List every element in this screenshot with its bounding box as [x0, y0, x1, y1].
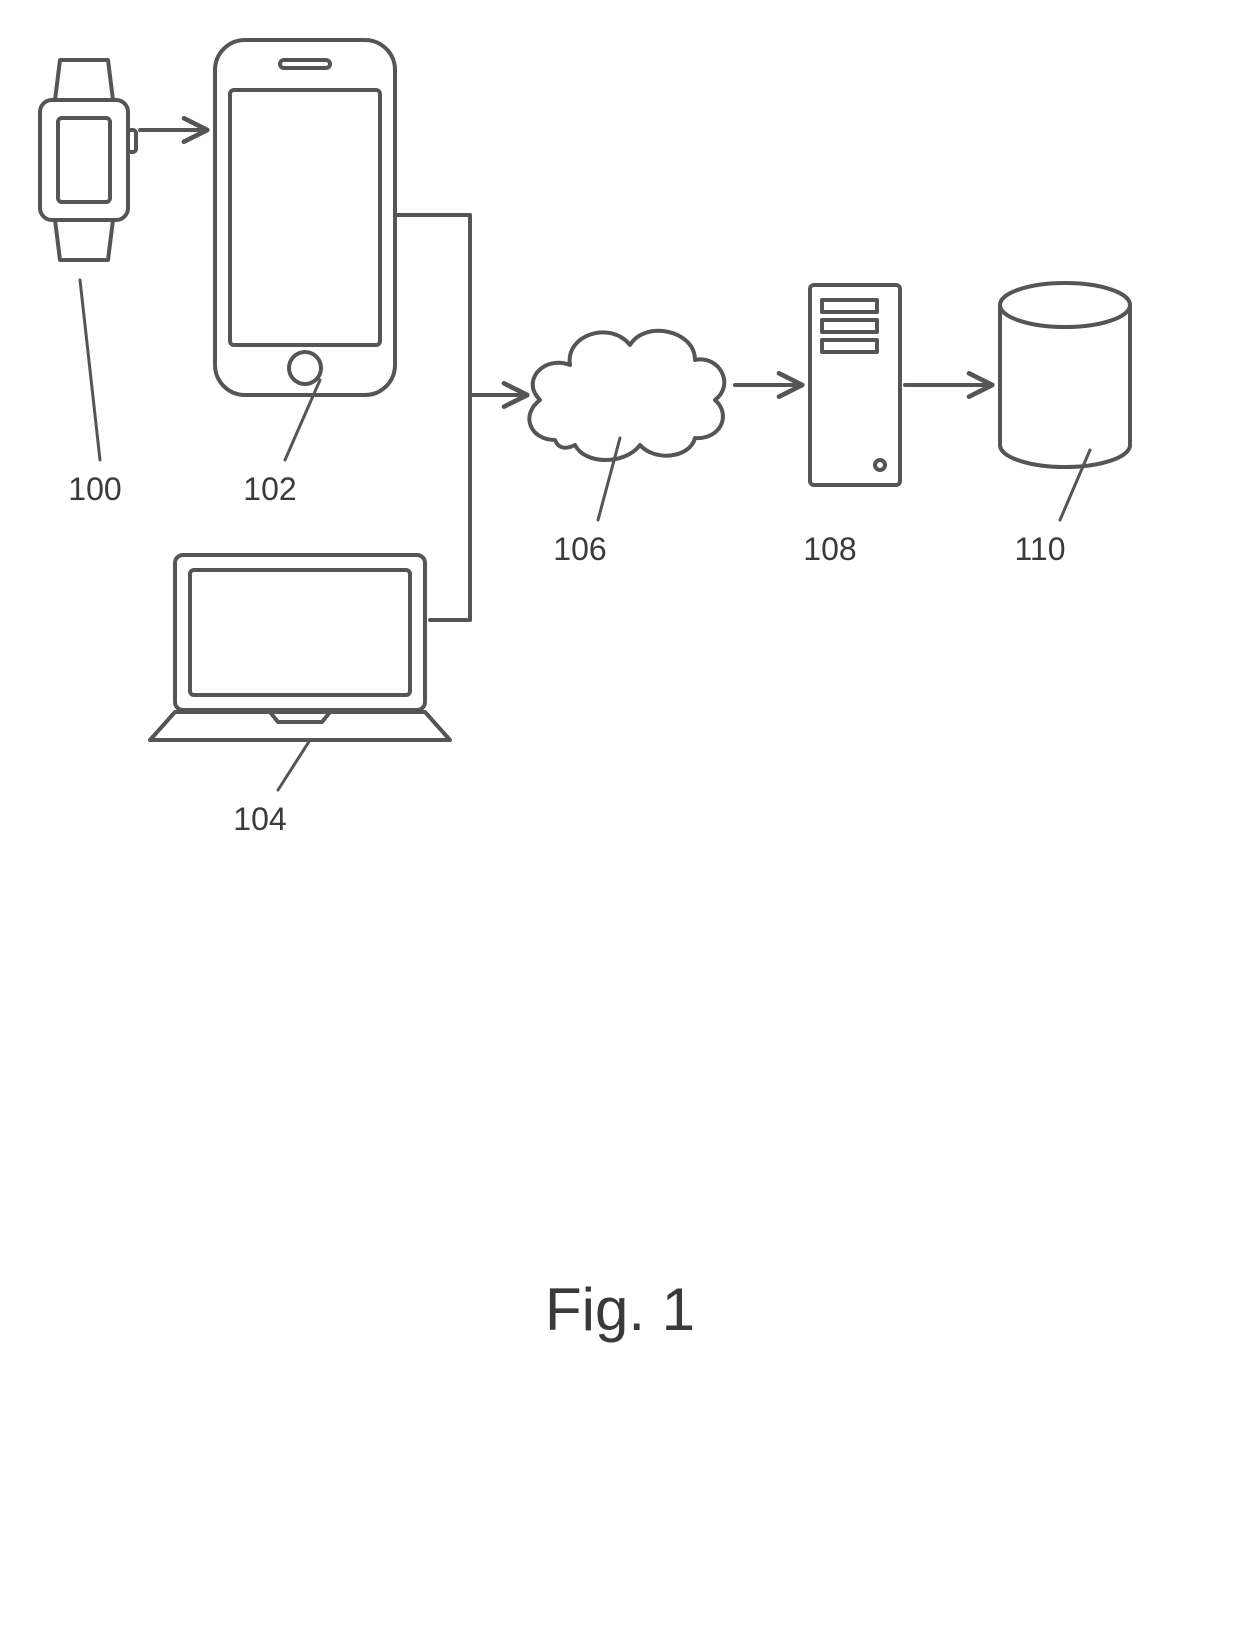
smartwatch-icon	[40, 60, 136, 260]
server-icon	[810, 285, 900, 485]
figure-caption: Fig. 1	[545, 1276, 695, 1343]
label-laptop: 104	[233, 801, 286, 837]
edge-phone-laptop-join	[395, 215, 470, 620]
cloud-icon	[529, 331, 724, 460]
label-cloud: 106	[553, 531, 606, 567]
label-database: 110	[1014, 531, 1065, 567]
label-phone: 102	[243, 471, 296, 507]
diagram-canvas: 100 102 104 106 108 110 Fig. 1	[0, 0, 1240, 1639]
laptop-icon	[150, 555, 450, 740]
smartphone-icon	[215, 40, 395, 395]
database-icon	[1000, 283, 1130, 467]
label-watch: 100	[68, 471, 121, 507]
label-server: 108	[803, 531, 856, 567]
